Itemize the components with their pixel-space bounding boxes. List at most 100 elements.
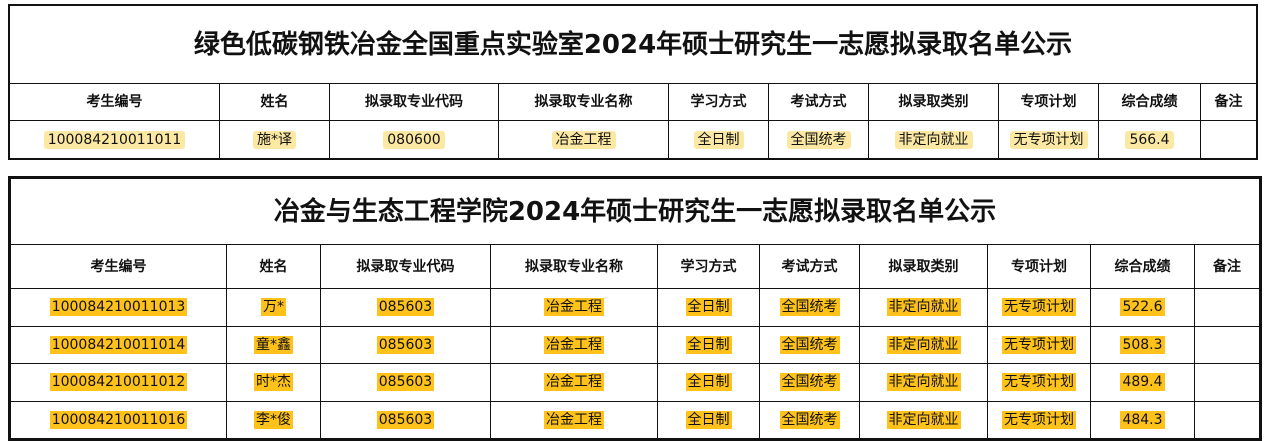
column-header: 考试方式 (769, 84, 869, 120)
table-cell: 484.3 (1091, 401, 1195, 439)
table-cell: 非定向就业 (860, 401, 988, 439)
table-cell: 全日制 (658, 326, 760, 363)
table-cell: 100084210011014 (11, 326, 227, 363)
cell-value: 冶金工程 (551, 130, 616, 149)
table-cell (1195, 327, 1259, 364)
cell-value: 童*鑫 (254, 335, 293, 354)
cell-value: 100084210011013 (49, 298, 188, 317)
table-row: 100084210011011 施*译 080600 冶金工程 全日制 全国统考 非定向就业… (10, 121, 1256, 158)
column-header: 姓名 (220, 84, 330, 120)
cell-value: 085603 (376, 373, 435, 392)
cell-value: 专项计划 (1020, 94, 1077, 110)
cell-value: 全日制 (685, 373, 732, 392)
cell-value: 566.4 (1125, 130, 1174, 149)
cell-value: 非定向就业 (894, 130, 973, 149)
cell-value: 冶金工程 (544, 373, 604, 392)
cell-value: 全国统考 (779, 373, 840, 392)
cell-value: 489.4 (1120, 373, 1165, 392)
table-cell: 时*杰 (227, 364, 321, 401)
table-row: 100084210011016 李*俊 085603 冶金工程 全日制 全国统考 非定向就业… (11, 401, 1259, 440)
table-cell: 无专项计划 (988, 401, 1091, 439)
table-cell: 无专项计划 (988, 289, 1091, 326)
cell-value: 非定向就业 (886, 298, 961, 317)
cell-value: 无专项计划 (1009, 130, 1088, 149)
table-cell: 冶金工程 (491, 289, 658, 326)
cell-value: 522.6 (1120, 298, 1165, 317)
column-header: 学习方式 (669, 84, 769, 120)
cell-value: 全国统考 (779, 298, 840, 317)
table-cell: 全国统考 (760, 289, 860, 326)
column-header: 考生编号 (10, 84, 220, 120)
table-cell: 085603 (321, 364, 491, 401)
cell-value: 专项计划 (1011, 258, 1067, 275)
table-cell (1195, 364, 1259, 401)
table-cell: 100084210011016 (11, 401, 227, 439)
table-cell: 全国统考 (769, 121, 869, 158)
cell-value: 508.3 (1120, 335, 1165, 354)
table-row: 100084210011012 时*杰 085603 冶金工程 全日制 全国统考 非定向就业… (11, 364, 1259, 402)
table-cell: 全日制 (658, 364, 760, 401)
cell-value: 全日制 (685, 335, 732, 354)
table-cell: 冶金工程 (491, 326, 658, 363)
column-header: 拟录取专业代码 (330, 84, 499, 120)
cell-value: 100084210011014 (49, 335, 188, 354)
table-cell: 全日制 (669, 121, 769, 158)
table-cell: 100084210011013 (11, 289, 227, 326)
column-header: 综合成绩 (1099, 84, 1201, 120)
table-cell: 489.4 (1091, 364, 1195, 401)
cell-value: 无专项计划 (1002, 411, 1076, 430)
column-header: 考生编号 (11, 245, 227, 288)
table-cell: 冶金工程 (499, 121, 669, 158)
cell-value: 考试方式 (781, 258, 838, 275)
cell-value: 备注 (1214, 94, 1243, 110)
cell-value: 李*俊 (254, 411, 293, 430)
cell-value: 085603 (376, 335, 435, 354)
column-header: 拟录取专业名称 (491, 245, 658, 288)
cell-value: 全国统考 (779, 411, 840, 430)
table-cell: 非定向就业 (869, 121, 999, 158)
column-header: 综合成绩 (1091, 245, 1195, 288)
table-cell: 冶金工程 (491, 364, 658, 401)
table-cell (1195, 402, 1259, 440)
table-cell: 508.3 (1091, 326, 1195, 363)
cell-value: 全日制 (685, 298, 732, 317)
column-header: 拟录取类别 (869, 84, 999, 120)
column-header: 考试方式 (760, 245, 860, 288)
table-cell: 冶金工程 (491, 401, 658, 439)
column-header: 专项计划 (999, 84, 1099, 120)
table-cell: 无专项计划 (999, 121, 1099, 158)
table-cell: 万* (227, 289, 321, 326)
cell-value: 非定向就业 (886, 335, 961, 354)
table-cell (1201, 121, 1256, 158)
cell-value: 100084210011012 (49, 373, 188, 392)
cell-value: 无专项计划 (1002, 298, 1076, 317)
cell-value: 考生编号 (86, 94, 143, 110)
cell-value: 冶金工程 (544, 298, 604, 317)
cell-value: 484.3 (1120, 411, 1165, 430)
column-header: 备注 (1201, 84, 1256, 120)
cell-value: 拟录取类别 (888, 258, 959, 275)
cell-value: 085603 (376, 298, 435, 317)
column-header: 姓名 (227, 245, 321, 288)
table-cell: 李*俊 (227, 401, 321, 439)
cell-value: 全国统考 (786, 130, 851, 149)
cell-value: 学习方式 (680, 258, 737, 275)
cell-value: 综合成绩 (1121, 94, 1178, 110)
cell-value: 冶金工程 (544, 411, 604, 430)
cell-value: 080600 (383, 130, 445, 149)
cell-value: 时*杰 (254, 373, 293, 392)
table-cell: 全国统考 (760, 364, 860, 401)
cell-value: 拟录取专业名称 (525, 258, 623, 275)
table-row: 100084210011013 万* 085603 冶金工程 全日制 全国统考 非定向就业 无… (11, 289, 1259, 327)
table-cell: 全国统考 (760, 401, 860, 439)
table-cell: 085603 (321, 289, 491, 326)
cell-value: 万* (261, 298, 286, 317)
table-cell: 非定向就业 (860, 326, 988, 363)
table-cell: 085603 (321, 401, 491, 439)
cell-value: 冶金工程 (544, 335, 604, 354)
table-cell: 全国统考 (760, 326, 860, 363)
table-cell: 施*译 (220, 121, 330, 158)
cell-value: 学习方式 (690, 94, 747, 110)
cell-value: 全国统考 (779, 335, 840, 354)
table-cell: 522.6 (1091, 289, 1195, 326)
